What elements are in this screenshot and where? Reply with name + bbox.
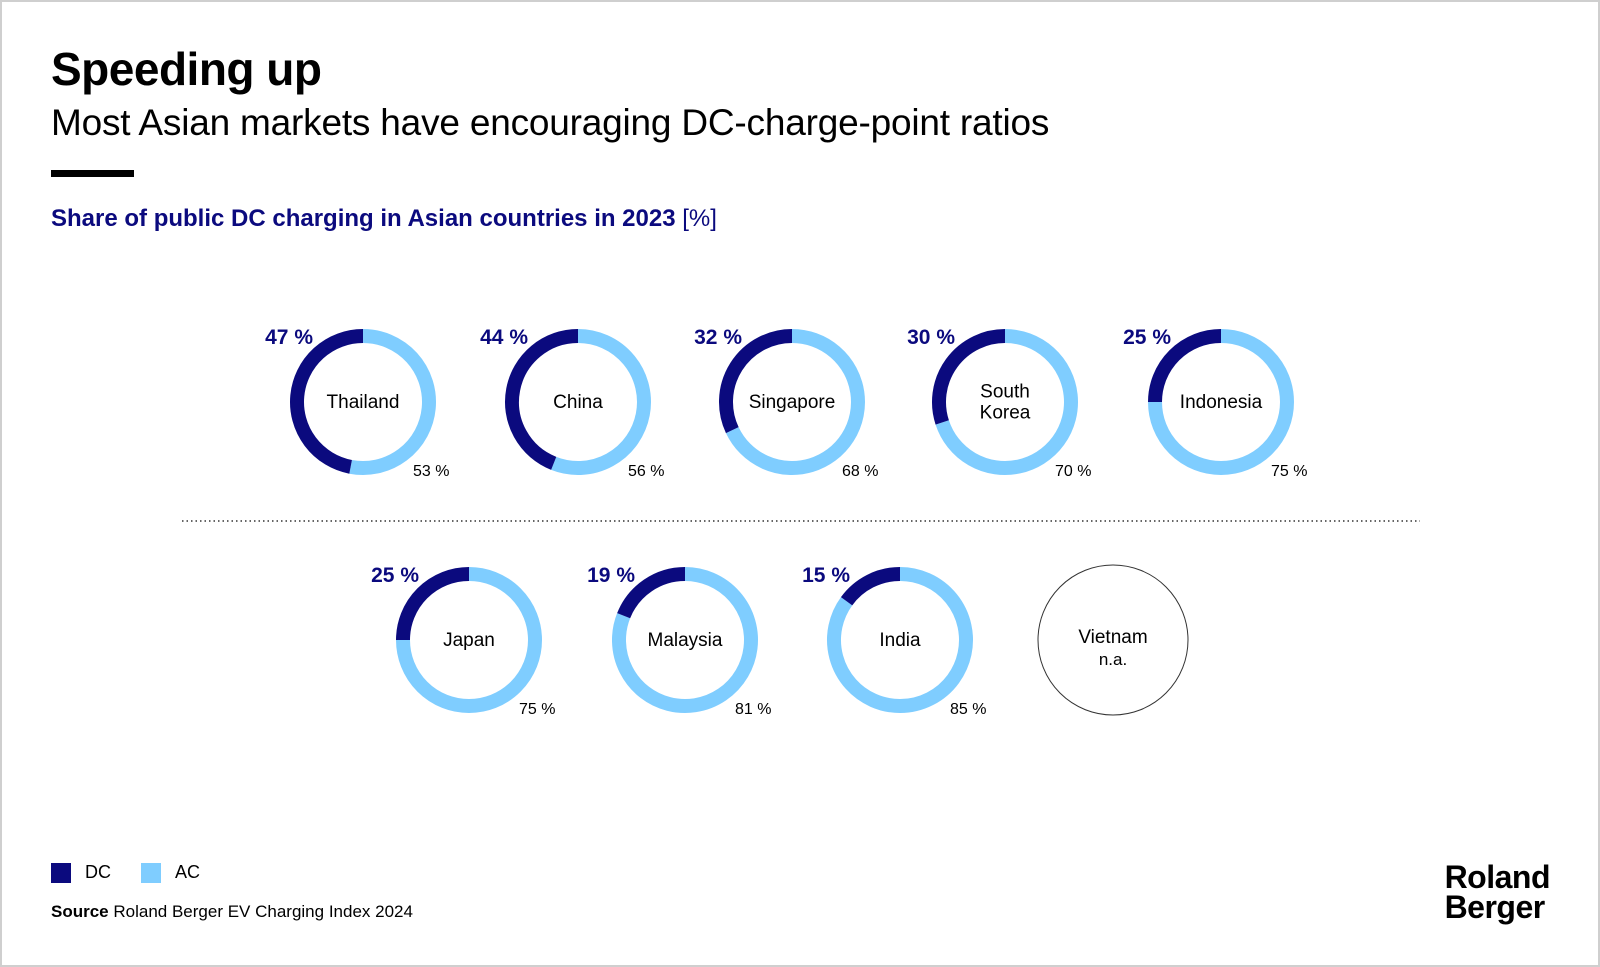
donut-indonesia-label: Indonesia: [1180, 392, 1263, 413]
donut-south-korea-ac-arc: [935, 329, 1078, 475]
donut-japan-ac-value: 75 %: [519, 701, 555, 718]
legend-label-dc: DC: [85, 862, 111, 882]
legend-swatch-ac: [141, 862, 161, 883]
donut-japan-label: Japan: [443, 630, 495, 651]
donut-vietnam-na-ring: [1037, 564, 1189, 716]
legend-label-ac: AC: [175, 862, 201, 882]
donut-japan-dc-value: 25 %: [371, 564, 419, 587]
donut-singapore-ac-arc: [725, 329, 865, 475]
donut-china-ac-arc: [551, 329, 651, 475]
source-note: Source Roland Berger EV Charging Index 2…: [51, 902, 413, 922]
legend-swatch-dc: [51, 862, 71, 883]
donut-singapore-ac-value: 68 %: [842, 463, 878, 480]
legend: DC AC: [51, 862, 230, 883]
title-underline-bar: [51, 170, 134, 177]
donut-japan-ac-arc: [396, 567, 542, 713]
source-text: Roland Berger EV Charging Index 2024: [108, 902, 413, 921]
donut-south-korea-dc-value: 30 %: [907, 326, 955, 349]
donut-china-dc-arc: [505, 329, 579, 470]
donut-india-dc-arc: [840, 567, 901, 606]
donut-malaysia-ac-value: 81 %: [735, 701, 771, 718]
donut-malaysia-ac-arc: [612, 567, 758, 713]
donut-japan-dc-arc: [396, 567, 470, 641]
donut-indonesia-dc-arc: [1148, 329, 1222, 403]
source-label: Source: [51, 902, 109, 921]
donut-india-dc-value: 15 %: [802, 564, 850, 587]
donut-indonesia-ac-arc: [1148, 329, 1294, 475]
donut-vietnam-na-label: n.a.: [1099, 650, 1127, 669]
legend-item-ac: AC: [141, 862, 200, 883]
donut-south-korea-label-line-2: Korea: [980, 403, 1031, 424]
donut-vietnam-label: Vietnam: [1078, 627, 1147, 648]
donut-singapore-dc-value: 32 %: [694, 326, 742, 349]
donut-south-korea-dc-arc: [932, 329, 1006, 425]
chart-heading-text: Share of public DC charging in Asian cou…: [51, 205, 676, 232]
chart-heading-unit: [%]: [682, 205, 717, 232]
page-subtitle: Most Asian markets have encouraging DC-c…: [51, 102, 1050, 143]
donut-china-ac-value: 56 %: [628, 463, 664, 480]
donut-china-dc-value: 44 %: [480, 326, 528, 349]
donut-malaysia-label: Malaysia: [648, 630, 723, 651]
donut-thailand-ac-value: 53 %: [413, 463, 449, 480]
donut-malaysia-dc-arc: [617, 567, 686, 619]
donut-indonesia-dc-value: 25 %: [1123, 326, 1171, 349]
legend-item-dc: DC: [51, 862, 111, 883]
logo-line-1: Roland: [1444, 859, 1551, 895]
donut-indonesia-ac-value: 75 %: [1271, 463, 1307, 480]
donut-singapore-dc-arc: [719, 329, 793, 434]
donut-thailand-ac-arc: [349, 329, 436, 475]
donut-india-ac-value: 85 %: [950, 701, 986, 718]
donut-singapore-label: Singapore: [749, 392, 836, 413]
donut-china-label: China: [553, 392, 603, 413]
donut-india-ac-arc: [827, 567, 973, 713]
donut-thailand-dc-arc: [290, 329, 364, 474]
logo-line-2: Berger: [1444, 889, 1546, 925]
donut-south-korea-label-line-1: South: [980, 382, 1030, 403]
donut-thailand-dc-value: 47 %: [265, 326, 313, 349]
donut-india-label: India: [879, 630, 921, 651]
donut-thailand-label: Thailand: [327, 392, 400, 413]
donut-south-korea-ac-value: 70 %: [1055, 463, 1091, 480]
roland-berger-logo: Roland Berger: [1444, 859, 1551, 925]
donut-malaysia-dc-value: 19 %: [587, 564, 635, 587]
page-title: Speeding up: [51, 43, 322, 95]
chart-heading: Share of public DC charging in Asian cou…: [51, 205, 717, 233]
